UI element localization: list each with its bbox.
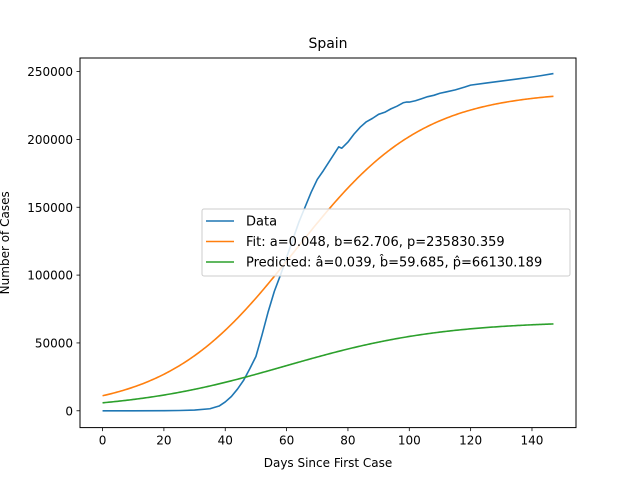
- legend-label-2: Fit: a=0.048, b=62.706, p=235830.359: [246, 235, 505, 250]
- x-tick-label: 100: [398, 434, 421, 448]
- x-tick-label: 140: [521, 434, 544, 448]
- y-tick-label: 100000: [27, 269, 73, 283]
- legend: Data Fit: a=0.048, b=62.706, p=235830.359…: [201, 208, 571, 277]
- y-axis-label: Number of Cases: [0, 191, 12, 294]
- series-line-1: [102, 72, 554, 412]
- y-tick-label: 0: [65, 404, 73, 418]
- chart-title: Spain: [308, 36, 347, 52]
- x-tick-label: 40: [218, 434, 233, 448]
- x-axis-ticks: 0 20 40 60 80 100 120 140: [99, 427, 544, 448]
- series-line-3: [102, 323, 554, 404]
- x-tick-label: 20: [156, 434, 171, 448]
- y-tick-label: 200000: [27, 133, 73, 147]
- y-axis-ticks: 0 50000 100000 150000 200000 250000: [27, 65, 80, 418]
- y-tick-label: 250000: [27, 65, 73, 79]
- x-tick-label: 0: [99, 434, 107, 448]
- x-axis-label: Days Since First Case: [264, 456, 393, 470]
- legend-label-3: Predicted: â=0.039, b̂=59.685, p̂=66130.…: [246, 255, 542, 270]
- legend-label-1: Data: [246, 215, 277, 230]
- y-tick-label: 150000: [27, 201, 73, 215]
- x-tick-label: 60: [279, 434, 294, 448]
- x-tick-label: 120: [459, 434, 482, 448]
- legend-box: [201, 208, 571, 277]
- y-tick-label: 50000: [35, 336, 73, 350]
- plot-frame: [79, 57, 577, 429]
- x-tick-label: 80: [340, 434, 355, 448]
